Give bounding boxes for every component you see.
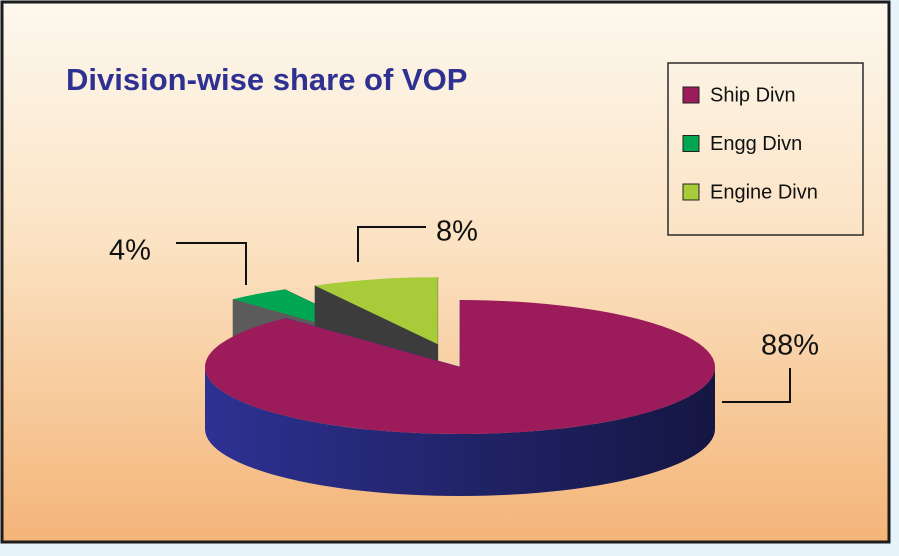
data-label: 4%	[109, 235, 151, 267]
pie	[204, 277, 715, 496]
legend-label: Engine Divn	[710, 181, 818, 203]
slice-wall-shade	[205, 367, 715, 496]
leader-line	[722, 368, 791, 403]
leader-line	[176, 242, 247, 285]
chart-title: Division-wise share of VOP	[66, 62, 467, 97]
legend-label: Engg Divn	[710, 133, 802, 155]
legend-swatch	[682, 135, 700, 152]
data-label: 8%	[436, 216, 478, 248]
data-label: 88%	[761, 330, 819, 362]
legend-swatch	[682, 86, 700, 104]
slice	[204, 300, 715, 435]
legend-label: Ship Divn	[710, 84, 796, 106]
slice	[314, 277, 438, 345]
legend-box	[667, 62, 864, 236]
leader-line	[357, 226, 426, 262]
legend-swatch	[682, 183, 700, 201]
